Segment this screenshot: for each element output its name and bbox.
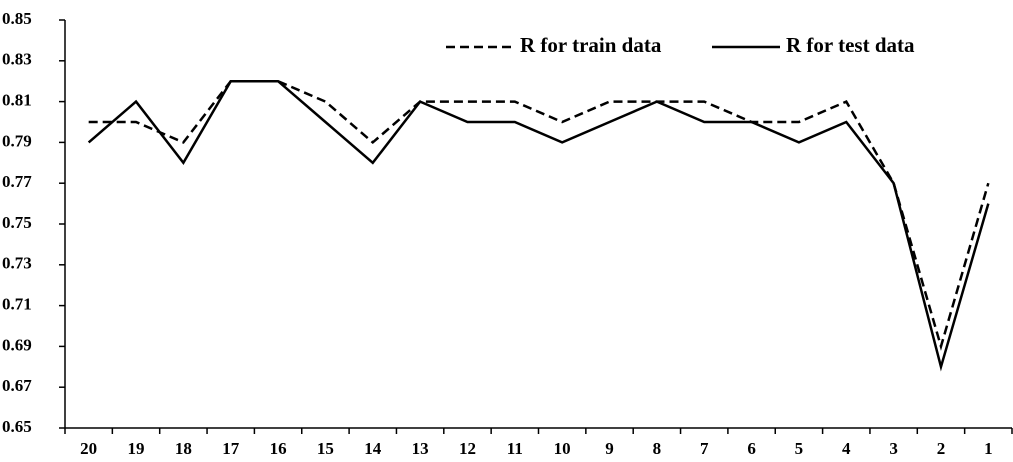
x-tick-label: 14 xyxy=(364,439,382,458)
y-tick-label: 0.85 xyxy=(2,9,32,28)
x-tick-label: 2 xyxy=(937,439,946,458)
series-line xyxy=(88,79,990,351)
x-tick-label: 8 xyxy=(653,439,662,458)
x-tick-label: 16 xyxy=(270,439,287,458)
x-tick-label: 15 xyxy=(317,439,334,458)
series-line xyxy=(87,79,990,372)
x-tick-label: 10 xyxy=(554,439,571,458)
x-tick-label: 3 xyxy=(889,439,898,458)
y-tick-label: 0.73 xyxy=(2,254,32,273)
y-tick-label: 0.67 xyxy=(2,376,32,395)
y-tick-label: 0.79 xyxy=(2,131,32,150)
x-tick-label: 11 xyxy=(507,439,523,458)
x-tick-label: 4 xyxy=(842,439,851,458)
y-tick-label: 0.69 xyxy=(2,335,32,354)
y-tick-label: 0.81 xyxy=(2,91,32,110)
x-tick-label: 17 xyxy=(222,439,240,458)
y-tick-label: 0.77 xyxy=(2,172,32,191)
x-tick-label: 18 xyxy=(175,439,192,458)
x-tick-label: 13 xyxy=(412,439,429,458)
legend-label: R for train data xyxy=(520,33,662,57)
y-tick-label: 0.83 xyxy=(2,50,32,69)
legend-label: R for test data xyxy=(786,33,915,57)
x-tick-label: 20 xyxy=(80,439,97,458)
x-tick-label: 1 xyxy=(984,439,993,458)
x-tick-label: 5 xyxy=(795,439,804,458)
x-tick-label: 12 xyxy=(459,439,476,458)
y-tick-label: 0.75 xyxy=(2,213,32,232)
x-tick-label: 6 xyxy=(747,439,756,458)
y-tick-label: 0.65 xyxy=(2,417,32,436)
x-tick-label: 9 xyxy=(605,439,614,458)
x-tick-label: 19 xyxy=(128,439,145,458)
x-tick-label: 7 xyxy=(700,439,709,458)
y-tick-label: 0.71 xyxy=(2,295,32,314)
